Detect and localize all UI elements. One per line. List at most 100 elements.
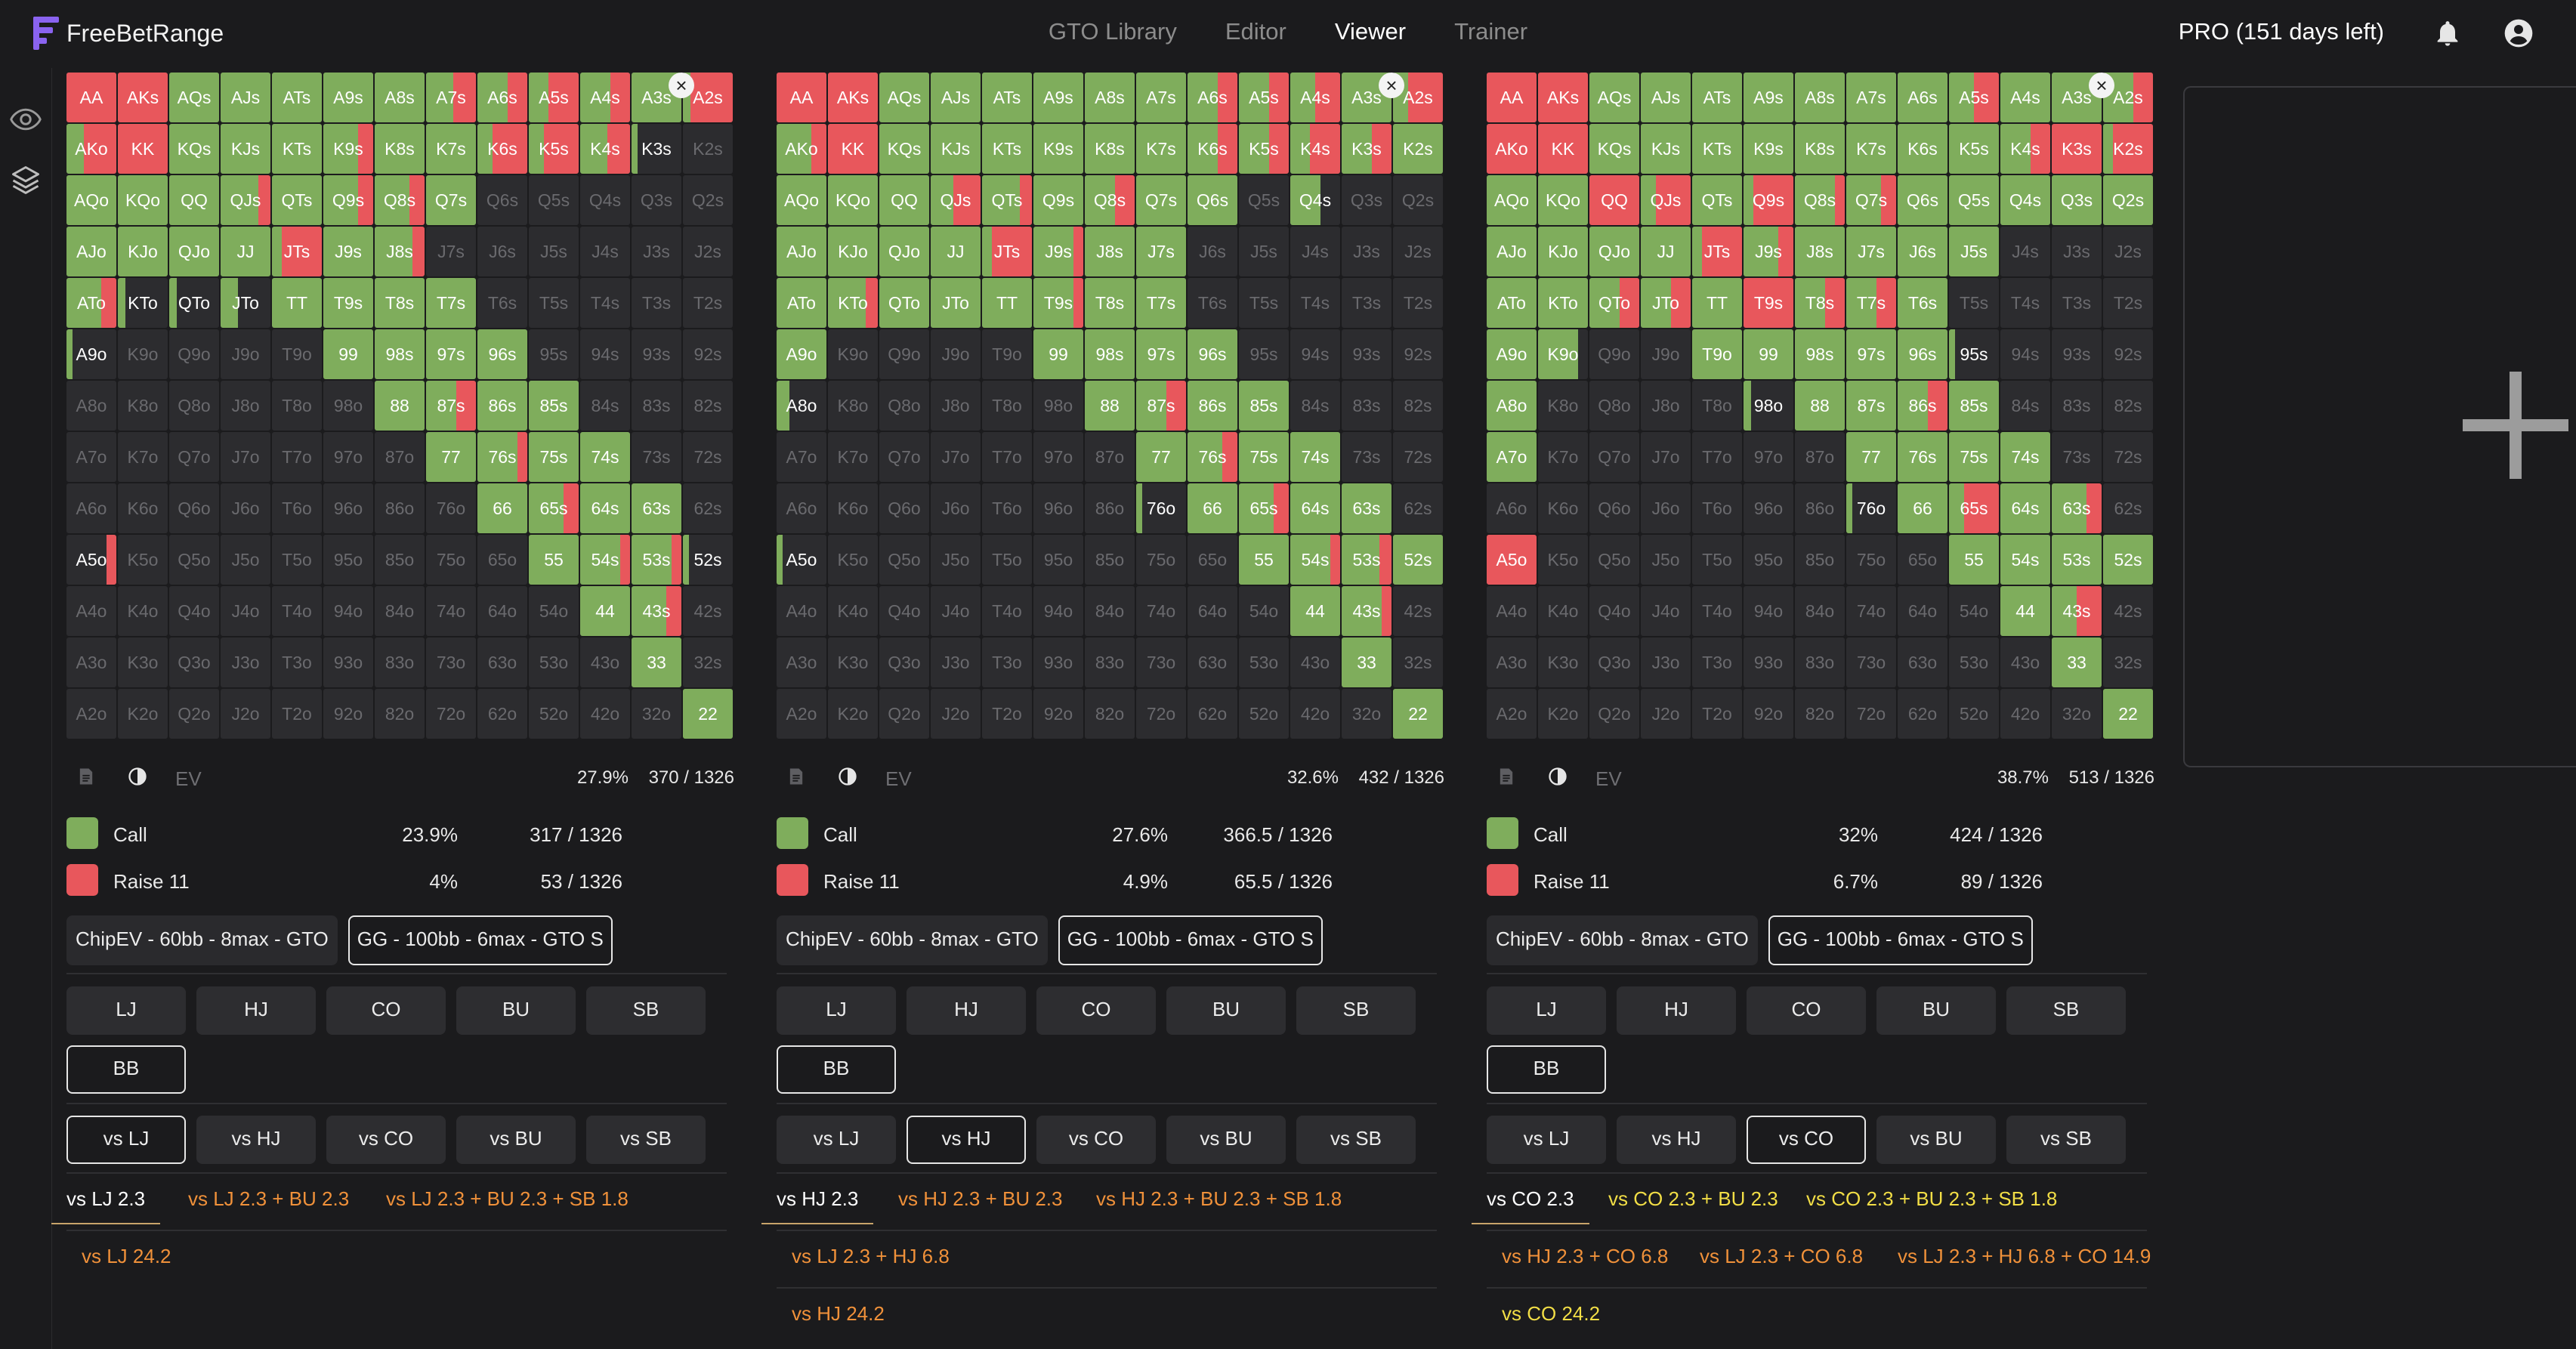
hand-cell[interactable]: 63s: [2052, 483, 2102, 533]
hand-cell[interactable]: 92s: [2103, 329, 2153, 379]
hand-cell[interactable]: 73o: [1846, 637, 1896, 687]
hand-cell[interactable]: K9s: [1744, 124, 1793, 174]
hand-cell[interactable]: 43o: [580, 637, 630, 687]
action-line[interactable]: vs LJ 2.3 + BU 2.3 + SB 1.8: [386, 1187, 629, 1210]
hand-cell[interactable]: T2s: [2103, 278, 2153, 328]
action-line[interactable]: vs LJ 2.3 + BU 2.3: [188, 1187, 350, 1210]
position-bu-button[interactable]: BU: [1166, 986, 1286, 1035]
hand-cell[interactable]: 74s: [580, 432, 630, 482]
hand-cell[interactable]: 75o: [1136, 535, 1186, 585]
action-line[interactable]: vs HJ 2.3: [761, 1187, 874, 1224]
hand-cell[interactable]: 43s: [1342, 586, 1391, 636]
hand-cell[interactable]: Q3s: [632, 175, 681, 225]
hand-cell[interactable]: 54o: [1239, 586, 1289, 636]
hand-cell[interactable]: 87o: [1795, 432, 1845, 482]
contrast-icon[interactable]: [837, 766, 858, 787]
hand-cell[interactable]: 72o: [1136, 689, 1186, 739]
hand-cell[interactable]: A5s: [1949, 73, 1999, 122]
hand-cell[interactable]: 95s: [1949, 329, 1999, 379]
hand-cell[interactable]: 72o: [1846, 689, 1896, 739]
hand-cell[interactable]: 96o: [1744, 483, 1793, 533]
hand-cell[interactable]: 94o: [1744, 586, 1793, 636]
hand-cell[interactable]: 99: [323, 329, 373, 379]
hand-cell[interactable]: Q9o: [169, 329, 219, 379]
hand-cell[interactable]: AQo: [1487, 175, 1537, 225]
hand-cell[interactable]: K4o: [1538, 586, 1588, 636]
hand-cell[interactable]: 82o: [1795, 689, 1845, 739]
hand-cell[interactable]: T7s: [1846, 278, 1896, 328]
hand-cell[interactable]: A7s: [1136, 73, 1186, 122]
hand-cell[interactable]: AQo: [66, 175, 116, 225]
hand-cell[interactable]: K7o: [1538, 432, 1588, 482]
hand-cell[interactable]: J2s: [1393, 227, 1443, 276]
hand-cell[interactable]: 62s: [1393, 483, 1443, 533]
hand-cell[interactable]: KQo: [1538, 175, 1588, 225]
hand-cell[interactable]: J5o: [1641, 535, 1691, 585]
hand-cell[interactable]: 53s: [632, 535, 681, 585]
hand-cell[interactable]: 97s: [1136, 329, 1186, 379]
hand-cell[interactable]: 63s: [632, 483, 681, 533]
hand-cell[interactable]: Q6o: [879, 483, 929, 533]
hand-cell[interactable]: 84o: [1795, 586, 1845, 636]
hand-cell[interactable]: A8o: [66, 381, 116, 431]
hand-cell[interactable]: A9s: [323, 73, 373, 122]
hand-cell[interactable]: 32s: [1393, 637, 1443, 687]
hand-cell[interactable]: QJs: [221, 175, 270, 225]
position-co-button[interactable]: CO: [1036, 986, 1156, 1035]
hand-cell[interactable]: J9s: [1744, 227, 1793, 276]
hand-cell[interactable]: K7s: [426, 124, 476, 174]
hand-cell[interactable]: Q3s: [2052, 175, 2102, 225]
hand-cell[interactable]: A9o: [66, 329, 116, 379]
hand-cell[interactable]: AJs: [221, 73, 270, 122]
hand-cell[interactable]: A4s: [580, 73, 630, 122]
opponent-button[interactable]: vs CO: [1036, 1116, 1156, 1164]
position-hj-button[interactable]: HJ: [1617, 986, 1736, 1035]
hand-cell[interactable]: 98o: [1033, 381, 1083, 431]
hand-cell[interactable]: JTs: [272, 227, 322, 276]
hand-cell[interactable]: Q3o: [879, 637, 929, 687]
hand-cell[interactable]: 63s: [1342, 483, 1391, 533]
hand-cell[interactable]: A4o: [777, 586, 826, 636]
hand-cell[interactable]: 83o: [1085, 637, 1135, 687]
hand-cell[interactable]: T8o: [982, 381, 1032, 431]
hand-cell[interactable]: 95o: [323, 535, 373, 585]
hand-cell[interactable]: Q3o: [169, 637, 219, 687]
hand-cell[interactable]: 64s: [580, 483, 630, 533]
hand-cell[interactable]: 54s: [2000, 535, 2050, 585]
hand-cell[interactable]: KK: [828, 124, 878, 174]
hand-cell[interactable]: A7s: [1846, 73, 1896, 122]
hand-cell[interactable]: A4s: [1290, 73, 1340, 122]
hand-cell[interactable]: QJs: [1641, 175, 1691, 225]
hand-cell[interactable]: A5o: [1487, 535, 1537, 585]
hand-cell[interactable]: JJ: [221, 227, 270, 276]
hand-cell[interactable]: Q4s: [580, 175, 630, 225]
legend-swatch[interactable]: [66, 864, 98, 896]
hand-cell[interactable]: Q7o: [1589, 432, 1639, 482]
hand-cell[interactable]: K5o: [1538, 535, 1588, 585]
hand-cell[interactable]: Q4o: [1589, 586, 1639, 636]
hand-cell[interactable]: 64s: [1290, 483, 1340, 533]
hand-cell[interactable]: J8s: [1795, 227, 1845, 276]
hand-cell[interactable]: 83o: [1795, 637, 1845, 687]
hand-cell[interactable]: J9o: [221, 329, 270, 379]
legend-swatch[interactable]: [1487, 817, 1518, 849]
action-line[interactable]: vs LJ 24.2: [82, 1245, 171, 1267]
hand-cell[interactable]: AKs: [1538, 73, 1588, 122]
hand-cell[interactable]: 97o: [323, 432, 373, 482]
hand-cell[interactable]: K6o: [1538, 483, 1588, 533]
hand-cell[interactable]: T4o: [272, 586, 322, 636]
hand-cell[interactable]: 95s: [529, 329, 579, 379]
notes-icon[interactable]: [76, 766, 97, 787]
opponent-button[interactable]: vs HJ: [196, 1116, 316, 1164]
hand-cell[interactable]: Q4o: [169, 586, 219, 636]
hand-cell[interactable]: 75o: [426, 535, 476, 585]
hand-cell[interactable]: 77: [1136, 432, 1186, 482]
hand-cell[interactable]: 52o: [1949, 689, 1999, 739]
hand-cell[interactable]: Q4o: [879, 586, 929, 636]
hand-cell[interactable]: Q9o: [1589, 329, 1639, 379]
layers-icon[interactable]: [9, 163, 42, 196]
hand-cell[interactable]: QQ: [879, 175, 929, 225]
hand-cell[interactable]: K9s: [1033, 124, 1083, 174]
hand-cell[interactable]: J4o: [1641, 586, 1691, 636]
hand-cell[interactable]: 74o: [1136, 586, 1186, 636]
